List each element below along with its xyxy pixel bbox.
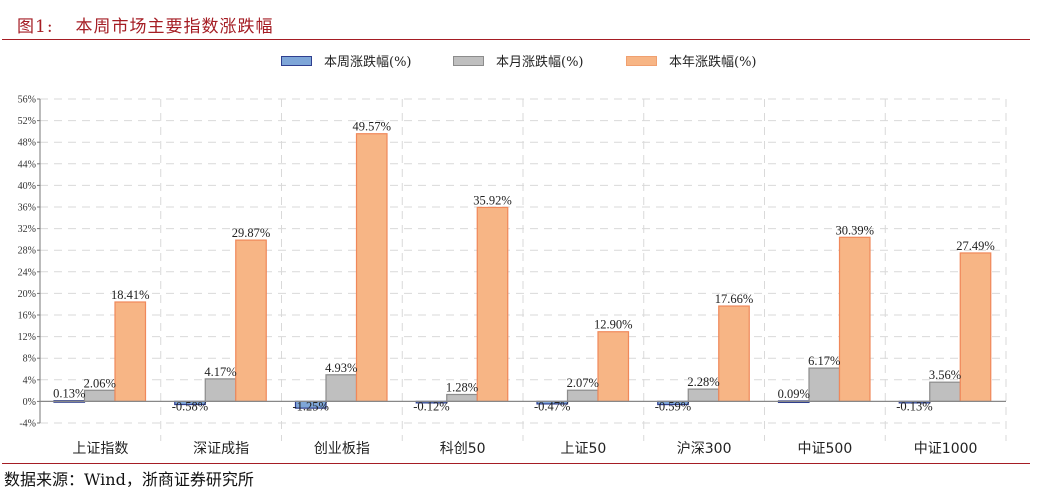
legend-item-month: 本月涨跌幅(%) xyxy=(453,51,584,70)
footer-divider xyxy=(2,463,1030,464)
x-category-label: 深证成指 xyxy=(193,441,249,457)
chart-legend: 本周涨跌幅(%) 本月涨跌幅(%) 本年涨跌幅(%) xyxy=(0,51,1037,71)
data-label: 17.66% xyxy=(715,292,754,306)
bar xyxy=(204,378,237,402)
legend-label-year: 本年涨跌幅(%) xyxy=(669,55,757,70)
legend-swatch-year xyxy=(626,55,657,66)
data-label: 6.17% xyxy=(808,354,840,368)
data-label: 18.41% xyxy=(111,288,150,302)
legend-label-week: 本周涨跌幅(%) xyxy=(324,55,412,70)
y-tick-label: 52% xyxy=(18,116,36,127)
y-tick-label: 12% xyxy=(18,332,36,343)
bar xyxy=(446,393,478,403)
legend-item-week: 本周涨跌幅(%) xyxy=(281,51,412,70)
legend-label-month: 本月涨跌幅(%) xyxy=(496,55,584,70)
x-category-label: 上证50 xyxy=(560,441,606,457)
bar xyxy=(718,305,750,403)
y-tick-label: 56% xyxy=(18,95,36,106)
data-label: 35.92% xyxy=(473,193,512,207)
y-tick-label: 40% xyxy=(18,181,36,192)
data-label: 49.57% xyxy=(352,120,391,134)
data-label: 2.07% xyxy=(567,376,599,390)
y-tick-label: 36% xyxy=(18,203,36,214)
data-label: -1.25% xyxy=(293,399,329,413)
legend-swatch-week xyxy=(281,55,312,66)
bar xyxy=(325,374,358,403)
bar xyxy=(959,252,992,402)
y-tick-label: 28% xyxy=(18,246,36,257)
data-label: -0.58% xyxy=(172,399,208,413)
y-tick-label: 4% xyxy=(23,375,36,386)
figure-title-text: 本周市场主要指数涨跌幅 xyxy=(75,17,274,37)
data-source: 数据来源：Wind，浙商证券研究所 xyxy=(4,470,254,489)
data-label: 2.28% xyxy=(687,375,719,389)
bar xyxy=(114,301,147,402)
data-label: -0.13% xyxy=(896,399,932,413)
legend-item-year: 本年涨跌幅(%) xyxy=(626,51,757,70)
data-label: 0.13% xyxy=(53,387,85,401)
data-label: 4.93% xyxy=(325,361,357,375)
data-label: 30.39% xyxy=(835,223,874,237)
data-label: 2.06% xyxy=(84,376,116,390)
data-label: 27.49% xyxy=(956,239,995,253)
bar xyxy=(687,388,720,403)
data-label: 3.56% xyxy=(929,368,961,382)
x-category-label: 上证指数 xyxy=(72,441,128,457)
bar xyxy=(838,236,871,403)
y-tick-label: 16% xyxy=(18,311,36,322)
bar xyxy=(355,133,388,403)
bar xyxy=(476,206,509,403)
bar xyxy=(597,331,630,402)
bar xyxy=(235,239,267,403)
y-tick-label: 44% xyxy=(18,159,36,170)
y-tick-label: -4% xyxy=(19,419,36,430)
data-label: 0.09% xyxy=(778,387,810,401)
x-category-label: 科创50 xyxy=(440,441,486,457)
data-label: -0.47% xyxy=(534,399,570,413)
x-category-label: 中证1000 xyxy=(914,441,978,457)
x-category-label: 创业板指 xyxy=(314,441,370,457)
y-tick-label: 8% xyxy=(23,354,36,365)
data-label: 1.28% xyxy=(446,380,478,394)
chart-bars xyxy=(53,133,992,409)
chart-data-labels: 0.13% -0.58% -1.25% -0.12% -0.47% -0.59% 0.09%… xyxy=(53,120,995,414)
figure-number: 图1: xyxy=(17,17,54,37)
chart-axes: -4% 0% 4% 8% 12% 16% 20% 24% 28% 32% 36% 40% 44% 48% 5… xyxy=(18,95,1006,457)
data-label: 29.87% xyxy=(232,226,271,240)
x-category-label: 沪深300 xyxy=(677,441,732,457)
x-category-label: 中证500 xyxy=(798,441,853,457)
y-tick-label: 32% xyxy=(18,224,36,235)
bar xyxy=(929,381,961,402)
bar xyxy=(808,367,841,403)
legend-swatch-month xyxy=(453,55,484,66)
y-tick-label: 48% xyxy=(18,138,36,149)
data-label: 12.90% xyxy=(594,318,633,332)
figure-title: 图1: 本周市场主要指数涨跌幅 xyxy=(17,12,274,37)
data-label: -0.59% xyxy=(655,399,691,413)
data-label: 4.17% xyxy=(204,365,236,379)
y-tick-label: 20% xyxy=(18,289,36,300)
title-divider xyxy=(2,39,1030,40)
bar xyxy=(566,389,599,402)
data-label: -0.12% xyxy=(413,399,449,413)
y-tick-label: 24% xyxy=(18,267,36,278)
bar xyxy=(83,389,116,403)
y-tick-label: 0% xyxy=(23,397,36,408)
